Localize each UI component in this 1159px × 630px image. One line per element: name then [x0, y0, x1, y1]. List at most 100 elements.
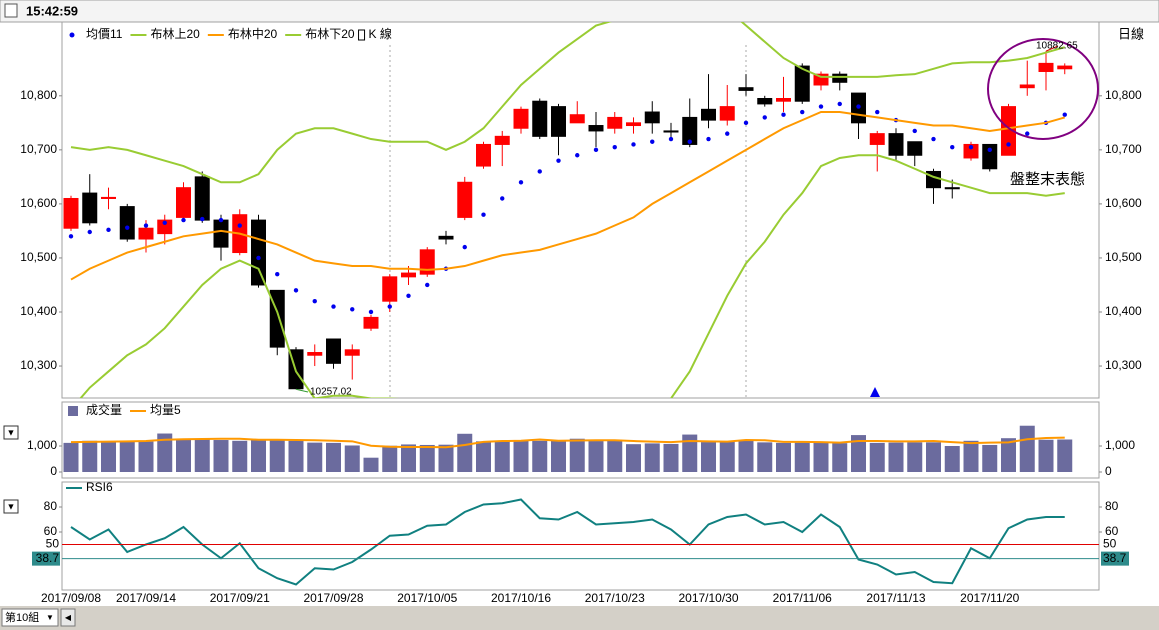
- volume-bar: [1019, 425, 1035, 472]
- ma-dot: [181, 217, 186, 223]
- ma-dot: [368, 309, 374, 315]
- candle-body: [476, 143, 491, 167]
- volume-bar: [213, 440, 229, 472]
- ma-dot: [875, 109, 880, 115]
- volume-bar: [138, 441, 154, 472]
- candle-body: [738, 87, 754, 91]
- x-tick-label: 2017/09/28: [303, 591, 363, 605]
- candle-body: [888, 133, 904, 156]
- ma-dot: [162, 220, 167, 226]
- volume-bar: [738, 440, 754, 472]
- volume-bar: [813, 442, 829, 472]
- x-tick-label: 2017/10/23: [585, 591, 645, 605]
- ma-dot: [518, 180, 524, 185]
- candle-body: [644, 111, 660, 124]
- ma-dot: [575, 153, 580, 158]
- ma-dot: [612, 144, 617, 150]
- candle-body: [794, 65, 810, 102]
- ma-dot: [800, 109, 805, 115]
- ma-dot: [350, 307, 355, 312]
- volume-bar: [944, 446, 960, 472]
- volume-bar: [513, 440, 529, 472]
- collapse-button[interactable]: [3, 425, 19, 440]
- ma-dot: [125, 225, 130, 230]
- volume-bar: [157, 433, 173, 472]
- volume-bar: [963, 440, 979, 472]
- ma-dot: [743, 120, 749, 126]
- y2-tick-label: 10,300: [1105, 358, 1142, 372]
- ma-dot: [1006, 142, 1011, 147]
- group-name[interactable]: 第10組: [5, 610, 39, 624]
- volume-bar: [907, 442, 923, 472]
- volume-bar: [101, 441, 116, 472]
- candle-body: [101, 196, 116, 199]
- candle-body: [494, 135, 510, 145]
- collapse-arrow[interactable]: ▼: [7, 501, 16, 511]
- reference-label: 38.7: [36, 551, 60, 565]
- band-line: [70, 111, 1066, 281]
- ma-dot: [425, 282, 430, 288]
- x-tick-label: 2017/09/08: [41, 591, 101, 605]
- candle-body: [457, 181, 473, 218]
- ma-dot: [312, 298, 317, 304]
- reference-label: 50: [46, 537, 60, 551]
- volume-bar: [307, 442, 323, 472]
- volume-bar: [851, 435, 866, 472]
- candle-body: [213, 219, 229, 248]
- candle-body: [532, 100, 548, 137]
- legend-label: 布林中20: [228, 26, 278, 41]
- ma-dot: [256, 255, 261, 261]
- ma-dot: [237, 223, 242, 228]
- window-icon[interactable]: [4, 3, 18, 18]
- volume-bar: [476, 441, 491, 472]
- ma-dot: [631, 142, 636, 147]
- ma-dot: [1025, 131, 1030, 136]
- title-bar: [0, 0, 1159, 23]
- scroll-left-arrow[interactable]: ◀: [65, 613, 72, 622]
- group-select[interactable]: [1, 608, 59, 627]
- band-line: [70, 22, 1066, 184]
- volume-bar: [569, 438, 585, 472]
- candle-body: [944, 187, 960, 190]
- collapse-arrow[interactable]: ▼: [7, 427, 16, 437]
- ma-dot: [856, 104, 861, 109]
- bottom-bar: [0, 606, 1159, 630]
- x-tick-label: 2017/11/06: [773, 591, 832, 605]
- ma-dot: [68, 234, 74, 239]
- ma-dot: [762, 115, 767, 120]
- volume-bar: [588, 441, 604, 472]
- candle-body: [776, 98, 791, 102]
- candle-body: [701, 108, 716, 121]
- scroll-left[interactable]: [60, 608, 76, 627]
- ma-dot: [331, 304, 336, 309]
- y2-tick-label: 10,400: [1105, 304, 1142, 318]
- volume-bar: [626, 444, 641, 472]
- candle-body: [401, 272, 416, 278]
- legend-label: 布林下20: [305, 27, 355, 41]
- volume-bar: [194, 439, 210, 472]
- ma-dot: [143, 223, 149, 228]
- candle-body: [569, 114, 585, 124]
- y2-tick-label: 60: [1105, 524, 1119, 538]
- volume-bar: [551, 440, 566, 472]
- volume-bar: [832, 443, 848, 472]
- volume-bar: [607, 440, 623, 472]
- candle-body: [119, 206, 135, 240]
- signal-marker: [870, 387, 880, 397]
- volume-bar: [926, 442, 941, 472]
- candle-body: [363, 316, 379, 329]
- main-plot: [63, 22, 1073, 398]
- dropdown-arrow[interactable]: ▼: [46, 613, 54, 622]
- volume-bar: [326, 442, 341, 472]
- volume-bar: [119, 441, 135, 472]
- volume-bar: [869, 442, 885, 472]
- ma-dot: [912, 128, 917, 134]
- legend-label: 均量5: [150, 403, 181, 417]
- ma-dot: [1062, 112, 1067, 117]
- rsi-panel: [61, 481, 1100, 591]
- volume-bar: [776, 442, 791, 472]
- collapse-button[interactable]: [3, 499, 19, 514]
- ma-dot: [387, 304, 392, 309]
- band-line: [79, 154, 1065, 398]
